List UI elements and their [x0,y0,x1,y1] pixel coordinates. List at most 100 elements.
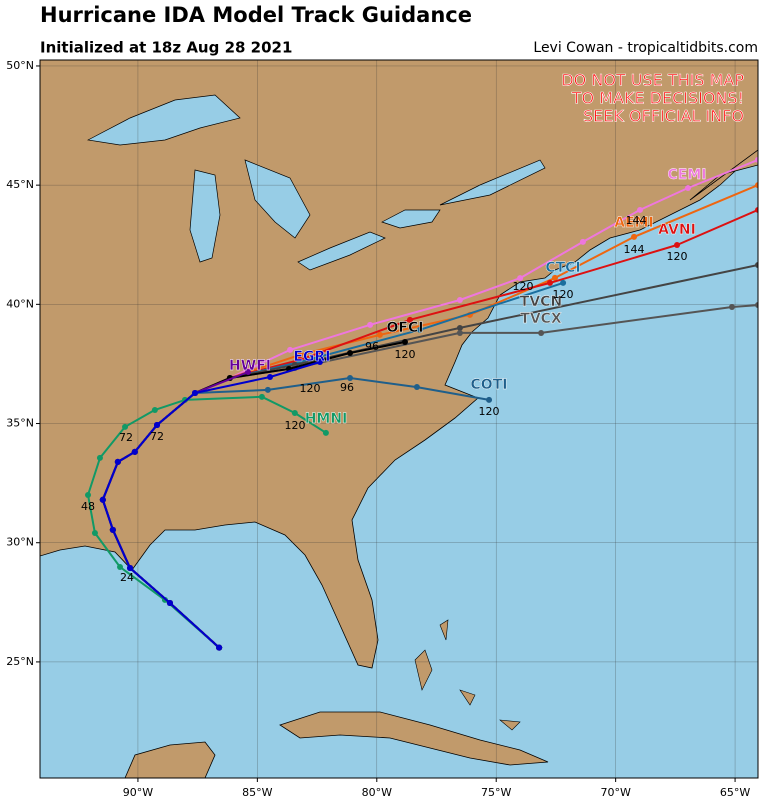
track-point [131,448,138,455]
title: Hurricane IDA Model Track Guidance [40,3,472,27]
track-point [413,384,420,391]
track-point [267,374,274,381]
hour-label: 120 [667,250,688,263]
track-point [166,600,173,607]
track-label: CEMI [668,167,707,183]
warning: TO MAKE DECISIONS! [571,89,744,108]
track-point [154,421,161,428]
track-label: TVCX [520,311,562,327]
y-tick-label: 50°N [6,59,34,72]
track-point [127,564,134,571]
track-point [287,346,294,353]
hour-label: 120 [553,288,574,301]
track-point [245,369,252,376]
x-tick-label: 75°W [481,786,511,799]
track-point [258,393,265,400]
hour-label: 72 [150,430,164,443]
hour-label: 96 [340,381,354,394]
great-lakes [86,94,546,271]
track-point [728,303,735,310]
track-point [316,359,323,366]
track-label: EGRI [293,349,330,365]
track-point [755,206,758,213]
x-tick-label: 80°W [362,786,392,799]
track-point [347,374,354,381]
track-point [216,644,223,651]
y-tick-label: 45°N [6,178,34,191]
track-point [264,386,271,393]
hour-label: 120 [479,405,500,418]
hour-label: 72 [119,431,133,444]
x-tick-label: 90°W [123,786,153,799]
track-point [99,496,106,503]
track-point [456,297,463,304]
tracks [85,156,758,651]
track-point [91,529,98,536]
track-point [417,326,424,333]
track-point [96,454,103,461]
x-tick-label: 70°W [600,786,630,799]
track-point [755,156,758,163]
track-point [579,238,586,245]
track-point [674,241,681,248]
track-point [401,339,408,346]
x-tick-label: 85°W [242,786,272,799]
track-point [367,321,374,328]
track-point [296,351,303,358]
track-point [151,406,158,413]
bahamas [414,619,521,731]
y-tick-label: 35°N [6,417,34,430]
track-point [114,458,121,465]
hour-label: 24 [120,571,134,584]
hour-label: 96 [365,340,379,353]
track-label: HWFI [229,358,271,374]
track-label: OFCI [387,320,424,336]
track-label: TVCN [520,294,562,310]
y-tick-label: 40°N [6,297,34,310]
track-point [685,185,692,192]
track-point [117,564,124,571]
graticule: 90°W 85°W 80°W 75°W 70°W 65°W 25°N 30°N 35°N 40°N… [6,59,758,799]
y-tick-label: 30°N [6,536,34,549]
track-point [637,206,644,213]
track-point [85,492,92,499]
warning: SEEK OFFICIAL INFO [583,107,744,126]
yucatan [124,741,216,778]
track-point [546,279,553,286]
track-point [456,324,463,331]
basemap [40,60,758,778]
track-point [517,275,524,282]
hour-label: 48 [81,500,95,513]
track-label: HMNI [305,411,348,427]
track-point [755,182,758,189]
track-point [560,279,567,286]
track-label: AEMI [614,215,654,231]
track-point [376,331,383,338]
frame [39,59,759,779]
track-point [538,329,545,336]
track-point [122,423,129,430]
hour-label: 144 [624,243,645,256]
cuba [279,711,549,766]
track-label: COTI [471,377,508,393]
hour-label: 144 [626,214,647,227]
track-point [109,526,116,533]
credit: Levi Cowan - tropicaltidbits.com [533,40,758,56]
x-tick-label: 65°W [720,786,750,799]
track-point [322,429,329,436]
hour-label: 120 [513,280,534,293]
track-point [456,329,463,336]
hour-label: 120 [395,348,416,361]
hour-label: 120 [285,419,306,432]
track-label: CTCI [545,260,580,276]
track-point [347,349,354,356]
hour-label: 120 [300,382,321,395]
y-tick-label: 25°N [6,655,34,668]
track-label: AVNI [658,222,696,238]
track-point [755,262,758,269]
warning: DO NOT USE THIS MAP [561,71,744,90]
track-point [631,233,638,240]
track-point [192,390,199,397]
